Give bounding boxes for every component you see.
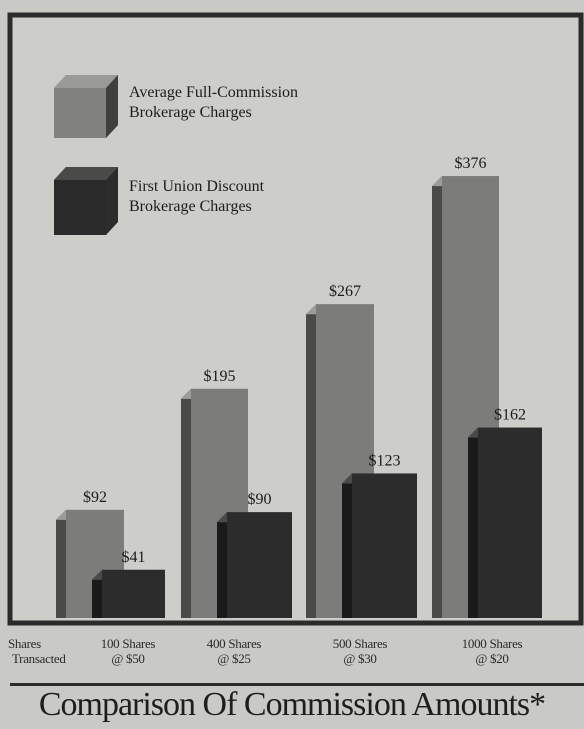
bar-discount xyxy=(217,512,292,618)
bar-side-face xyxy=(181,388,191,618)
x-tick-label-line2: @ $30 xyxy=(343,651,377,666)
bar-side-face xyxy=(217,512,227,618)
bar-discount xyxy=(468,427,542,618)
x-tick-label-line1: 1000 Shares xyxy=(461,636,523,651)
value-label-full-commission: $267 xyxy=(329,283,361,300)
title-rule xyxy=(10,683,584,686)
legend-label-full-commission-line1: Average Full-Commission xyxy=(129,84,298,101)
bar-side-face xyxy=(432,176,442,618)
bar-side-face xyxy=(56,509,66,618)
bar-front-face xyxy=(227,512,292,618)
value-label-discount: $162 xyxy=(494,407,526,424)
legend-label-full-commission-line2: Brokerage Charges xyxy=(129,104,252,121)
legend-label-discount-line2: Brokerage Charges xyxy=(129,198,252,215)
bar-side-face xyxy=(468,427,478,618)
legend-swatch-discount xyxy=(54,167,118,235)
bar-side-face xyxy=(92,569,102,618)
x-tick-label-line2: @ $50 xyxy=(111,651,145,666)
x-tick-label: 500 Shares @ $30 xyxy=(318,636,402,666)
value-labels-group: $92 $41 $195 $90 $267 $123 $376 $162 xyxy=(83,155,526,566)
bar-side-face xyxy=(342,473,352,618)
x-tick-label-line2: @ $25 xyxy=(217,651,251,666)
bar-front-face xyxy=(102,569,165,618)
x-tick-label: 1000 Shares @ $20 xyxy=(446,636,538,666)
value-label-full-commission: $195 xyxy=(204,368,236,385)
x-tick-label-line1: 100 Shares xyxy=(100,636,156,651)
bar-discount xyxy=(342,473,417,618)
value-label-discount: $41 xyxy=(122,549,146,566)
x-tick-label-line1: 500 Shares xyxy=(332,636,388,651)
value-label-discount: $90 xyxy=(248,491,272,508)
chart-title: Comparison Of Commission Amounts* xyxy=(38,686,546,723)
value-label-full-commission: $376 xyxy=(455,155,487,172)
legend: Average Full-Commission Brokerage Charge… xyxy=(54,75,298,235)
legend-swatch-full-commission xyxy=(54,75,118,138)
x-tick-label-line1: 400 Shares xyxy=(206,636,262,651)
legend-label-discount-line1: First Union Discount xyxy=(129,178,265,195)
value-label-discount: $123 xyxy=(369,452,401,469)
x-axis-title-line1: Shares xyxy=(8,636,41,651)
x-tick-label: 400 Shares @ $25 xyxy=(192,636,276,666)
x-axis-title-line2: Transacted xyxy=(12,651,66,666)
x-axis-title: Shares Transacted xyxy=(8,636,88,666)
bar-side-face xyxy=(306,304,316,618)
bars-group xyxy=(56,176,542,618)
bar-front-face xyxy=(478,427,542,618)
x-tick-label: 100 Shares @ $50 xyxy=(86,636,170,666)
x-tick-label-line2: @ $20 xyxy=(475,651,509,666)
value-label-full-commission: $92 xyxy=(83,489,107,506)
bar-front-face xyxy=(352,473,417,618)
bar-discount xyxy=(92,569,165,618)
